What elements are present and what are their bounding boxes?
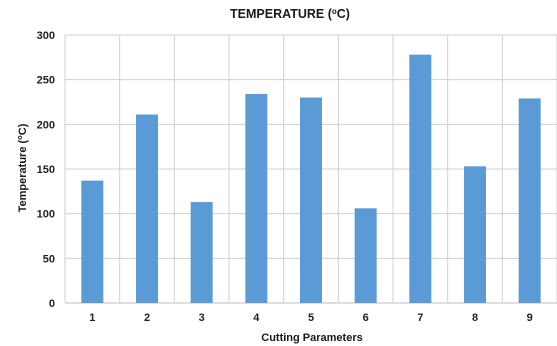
bar-4 bbox=[245, 93, 268, 304]
x-tick-label: 4 bbox=[253, 312, 260, 324]
bar-7 bbox=[409, 54, 432, 303]
x-tick-label: 3 bbox=[199, 312, 205, 324]
bar-2 bbox=[136, 114, 158, 303]
bar-5 bbox=[300, 97, 322, 304]
x-tick-label: 2 bbox=[144, 312, 150, 324]
bar-3 bbox=[190, 202, 213, 303]
y-tick-label: 150 bbox=[37, 164, 55, 176]
bar-8 bbox=[464, 166, 486, 303]
x-tick-label: 8 bbox=[472, 312, 478, 324]
y-tick-label: 300 bbox=[37, 30, 55, 42]
bar-1 bbox=[81, 180, 104, 303]
x-axis-label: Cutting Parameters bbox=[261, 332, 362, 344]
x-tick-label: 5 bbox=[308, 312, 314, 324]
bar-9 bbox=[518, 98, 541, 303]
y-axis-label: Temperature (oC) bbox=[15, 123, 30, 212]
x-tick-label: 6 bbox=[363, 312, 369, 324]
y-tick-label: 200 bbox=[37, 119, 55, 131]
x-axis-ticks: 1 2 3 4 5 6 7 8 9 bbox=[89, 312, 532, 324]
y-tick-label: 0 bbox=[49, 298, 55, 310]
bar-6 bbox=[354, 208, 377, 303]
y-tick-label: 100 bbox=[37, 209, 55, 221]
x-tick-label: 1 bbox=[89, 312, 95, 324]
y-axis-ticks: 0 50 100 150 200 250 300 bbox=[37, 30, 55, 310]
x-tick-label: 9 bbox=[527, 312, 533, 324]
y-tick-label: 250 bbox=[37, 75, 55, 87]
x-tick-label: 7 bbox=[417, 312, 423, 324]
y-tick-label: 50 bbox=[43, 253, 55, 265]
chart-title: TEMPERATURE (oC) bbox=[230, 7, 350, 22]
bars bbox=[81, 54, 541, 304]
